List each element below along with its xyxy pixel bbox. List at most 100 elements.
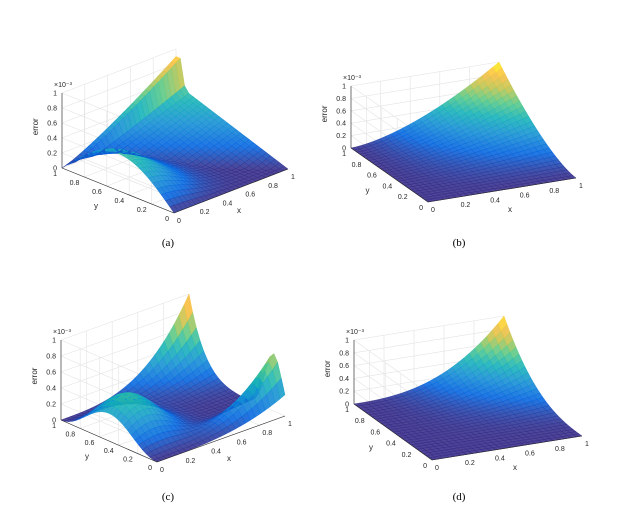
y-tick-label: 1 xyxy=(342,151,346,158)
y-tick-label: 1 xyxy=(345,407,349,414)
x-tick-label: 0.6 xyxy=(525,451,535,458)
x-axis-line xyxy=(173,168,289,214)
x-tick-label: 0.2 xyxy=(186,458,196,465)
z-tick-label: 0.4 xyxy=(46,386,56,393)
axes: 00.20.40.60.8100.20.40.60.8100.20.40.60.… xyxy=(30,329,292,474)
x-tick-label: 1 xyxy=(291,174,295,181)
z-tick-label: 0.4 xyxy=(339,376,349,383)
surface-cell xyxy=(276,377,286,400)
y-tick-label: 0.8 xyxy=(355,418,365,425)
z-tick-label: 0.4 xyxy=(336,121,346,128)
axes: 00.20.40.60.8100.20.40.60.8100.20.40.60.… xyxy=(31,82,295,225)
x-tick-label: 0.4 xyxy=(490,197,500,204)
x-tick-label: 0.4 xyxy=(223,200,233,207)
z-tick-label: 0.8 xyxy=(339,350,349,357)
z-tick-label: 0 xyxy=(345,402,349,409)
panel-a: (a) 00.20.40.60.8100.20.40.60.8100.20.40… xyxy=(31,48,295,249)
y-tick-label: 0.6 xyxy=(85,440,95,447)
grid-line xyxy=(350,74,500,99)
grid-line xyxy=(353,315,505,341)
x-axis-label: x xyxy=(508,205,512,214)
x-axis-label: x xyxy=(513,463,517,472)
y-tick-label: 0.4 xyxy=(386,441,396,448)
z-tick-label: 0 xyxy=(342,146,346,153)
y-tick-label: 1 xyxy=(53,171,57,178)
grid-line xyxy=(60,293,190,341)
x-tick-label: 0.6 xyxy=(245,192,255,199)
caption-b: (b) xyxy=(453,237,466,249)
x-tick-label: 1 xyxy=(288,421,292,428)
x-tick-label: 0 xyxy=(431,207,435,214)
y-tick-label: 0 xyxy=(423,463,427,470)
x-tick-label: 0.8 xyxy=(549,188,559,195)
y-axis-label: y xyxy=(85,452,89,461)
panel-c: (c) 00.20.40.60.8100.20.40.60.8100.20.40… xyxy=(30,293,292,503)
z-tick-label: 1 xyxy=(52,338,56,345)
y-axis-line xyxy=(350,147,429,203)
y-tick-label: 0.2 xyxy=(123,457,133,464)
grid-line xyxy=(350,61,500,87)
y-tick-label: 0 xyxy=(165,216,169,223)
z-tick-label: 0.6 xyxy=(336,108,346,115)
caption-c: (c) xyxy=(162,491,175,503)
y-tick-label: 0.8 xyxy=(70,180,80,187)
y-tick-label: 0.2 xyxy=(398,194,408,201)
y-tick-label: 0.4 xyxy=(104,448,114,455)
z-tick-label: 0.2 xyxy=(336,133,346,140)
y-tick-label: 0.8 xyxy=(65,431,75,438)
panel-b: (b) 00.20.40.60.8100.20.40.60.8100.20.40… xyxy=(320,61,583,249)
panel-d: (d) 00.20.40.60.8100.20.40.60.8100.20.40… xyxy=(323,315,589,503)
z-tick-label: 0.2 xyxy=(47,151,57,158)
z-exponent-label: ×10⁻³ xyxy=(343,75,362,82)
z-tick-label: 1 xyxy=(345,338,349,345)
x-tick-label: 0.2 xyxy=(200,209,210,216)
x-axis-line xyxy=(427,177,577,203)
surface-mesh xyxy=(350,61,577,203)
z-tick-label: 0.2 xyxy=(339,389,349,396)
x-tick-label: 0 xyxy=(177,218,181,225)
x-tick-label: 0.6 xyxy=(237,439,247,446)
x-axis-label: x xyxy=(237,206,241,215)
y-tick-label: 0.2 xyxy=(402,452,412,459)
z-exponent-label: ×10⁻³ xyxy=(54,82,73,89)
z-axis-label: error xyxy=(31,118,40,135)
z-tick-label: 0.2 xyxy=(46,402,56,409)
grid-line xyxy=(60,309,190,357)
z-tick-label: 0.8 xyxy=(336,96,346,103)
x-tick-label: 0.2 xyxy=(465,460,475,467)
y-axis-label: y xyxy=(366,186,370,195)
y-tick-label: 0.4 xyxy=(114,198,124,205)
y-axis-line xyxy=(60,419,158,463)
z-axis-label: error xyxy=(30,367,39,384)
y-tick-label: 0.8 xyxy=(352,162,362,169)
y-tick-label: 0.6 xyxy=(367,173,377,180)
x-tick-label: 0.8 xyxy=(555,446,565,453)
x-tick-label: 0.4 xyxy=(495,455,505,462)
grid-line xyxy=(353,328,505,354)
z-tick-label: 0.6 xyxy=(47,121,57,128)
y-axis-line xyxy=(353,403,433,461)
z-tick-label: 0.4 xyxy=(47,136,57,143)
z-axis-label: error xyxy=(323,360,332,377)
z-tick-label: 0 xyxy=(53,166,57,173)
z-tick-label: 0 xyxy=(52,418,56,425)
z-tick-label: 1 xyxy=(53,91,57,98)
y-tick-label: 0.2 xyxy=(137,207,147,214)
grid-line xyxy=(61,48,177,94)
z-exponent-label: ×10⁻³ xyxy=(346,329,365,336)
surface-mesh xyxy=(353,315,583,461)
x-axis-line xyxy=(156,415,286,463)
x-axis-label: x xyxy=(227,454,231,463)
y-axis-label: y xyxy=(94,202,98,211)
z-tick-label: 0.8 xyxy=(46,354,56,361)
axes: 00.20.40.60.8100.20.40.60.8100.20.40.60.… xyxy=(323,329,589,472)
y-tick-label: 0.6 xyxy=(370,429,380,436)
z-axis-label: error xyxy=(320,105,329,122)
z-tick-label: 0.6 xyxy=(339,363,349,370)
z-exponent-label: ×10⁻³ xyxy=(53,329,72,336)
caption-a: (a) xyxy=(162,237,175,249)
surface-mesh xyxy=(61,56,289,214)
y-tick-label: 1 xyxy=(52,423,56,430)
z-tick-label: 0.6 xyxy=(46,370,56,377)
